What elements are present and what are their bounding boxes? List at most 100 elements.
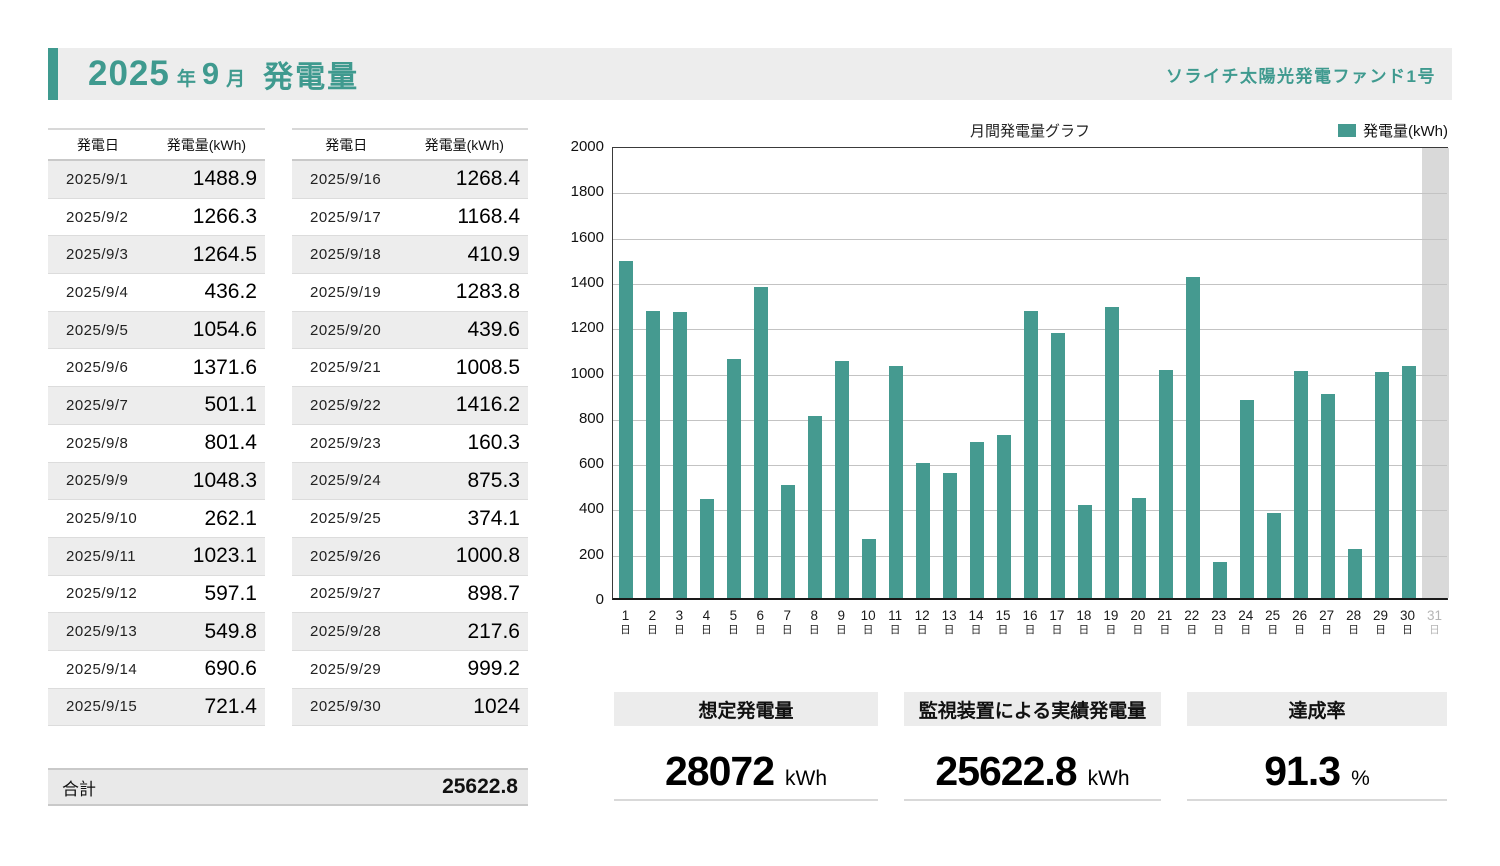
gridline: [613, 283, 1447, 285]
day-number: 25: [1265, 608, 1281, 623]
day-number: 2: [648, 608, 657, 623]
bar-day-24: [1239, 399, 1254, 598]
value-cell: 1264.5: [192, 242, 257, 266]
x-tick-label: 28 日: [1340, 608, 1367, 637]
day-number: 3: [675, 608, 684, 623]
date-cell: 2025/9/19: [310, 283, 382, 301]
table-row: 2025/9/23 160.3: [292, 425, 528, 463]
summary-unit: kWh: [1087, 767, 1130, 790]
x-tick-label: 31 日: [1421, 608, 1448, 637]
date-cell: 2025/9/25: [310, 510, 382, 528]
table-row: 2025/9/15 721.4: [48, 688, 265, 727]
y-tick-label: 400: [578, 500, 604, 518]
value-cell: 1283.8: [455, 280, 520, 304]
summary-value: 91.3: [1264, 748, 1341, 794]
bar-day-9: [835, 360, 850, 598]
x-tick-label: 22 日: [1178, 608, 1205, 637]
x-tick-label: 27 日: [1313, 608, 1340, 637]
summary-row: 想定発電量 28072 kWh 監視装置による実績発電量 25622.8 kWh…: [614, 692, 1447, 801]
header-accent-bar: [48, 48, 58, 100]
column-header-date: 発電日: [325, 136, 368, 153]
day-number: 28: [1346, 608, 1362, 623]
day-suffix: 日: [1294, 624, 1305, 636]
day-suffix: 日: [997, 624, 1009, 636]
summary-unit: kWh: [785, 767, 827, 790]
column-header-value: 発電量(kWh): [424, 136, 504, 153]
table-header-row: 発電日 発電量(kWh): [48, 128, 265, 161]
date-cell: 2025/9/13: [66, 623, 138, 641]
date-cell: 2025/9/26: [310, 547, 382, 565]
summary-label: 監視装置による実績発電量: [904, 692, 1161, 726]
day-number: 16: [1022, 608, 1038, 623]
summary-value-row: 25622.8 kWh: [904, 726, 1161, 801]
day-suffix: 日: [1321, 624, 1332, 636]
table-row: 2025/9/27 898.7: [292, 576, 528, 614]
value-cell: 1000.8: [455, 544, 520, 568]
y-tick-label: 2000: [570, 138, 604, 155]
bar-day-25: [1266, 513, 1281, 598]
day-number: 15: [995, 608, 1011, 623]
bar-day-27: [1320, 394, 1335, 598]
x-axis-labels: 1 日 2 日 3 日 4 日 5 日 6 日 7 日 8 日 9 日 10 日 11 日 12 日 13 日 14 日 15 日 16 日 1…: [612, 608, 1448, 652]
value-cell: 1268.4: [455, 167, 520, 191]
total-row: 合計 25622.8: [48, 768, 528, 806]
day-suffix: 日: [970, 624, 982, 636]
date-cell: 2025/9/14: [66, 660, 138, 678]
date-cell: 2025/9/4: [66, 283, 129, 301]
x-tick-label: 11 日: [882, 608, 909, 637]
date-cell: 2025/9/17: [310, 208, 382, 226]
value-cell: 501.1: [204, 393, 257, 417]
monthly-generation-chart: 月間発電量グラフ 発電量(kWh) 0 200 400 600 800 1000 1200 1…: [560, 113, 1452, 661]
day-suffix: 日: [647, 624, 658, 636]
bar-day-18: [1077, 504, 1092, 598]
bar-day-15: [997, 434, 1012, 598]
value-cell: 898.7: [467, 581, 520, 605]
x-tick-label: 25 日: [1259, 608, 1286, 637]
generation-table-second-half: 発電日 発電量(kWh) 2025/9/16 1268.4 2025/9/17 116…: [292, 128, 528, 727]
table-body-right: 2025/9/16 1268.4 2025/9/17 1168.4 2025/9/18 4…: [292, 161, 528, 727]
report-header: 2025 年 9 月 発電量 ソライチ太陽光発電ファンド1号: [48, 48, 1452, 100]
x-tick-label: 23 日: [1205, 608, 1232, 637]
bar-day-14: [970, 441, 985, 598]
page-title: 2025 年 9 月 発電量: [88, 48, 359, 100]
table-row: 2025/9/24 875.3: [292, 462, 528, 501]
day-number: 26: [1292, 608, 1308, 623]
bar-day-12: [916, 462, 931, 598]
bar-day-29: [1374, 371, 1389, 598]
day-suffix: 日: [728, 624, 739, 636]
y-tick-label: 200: [578, 545, 604, 563]
date-cell: 2025/9/18: [310, 246, 382, 264]
date-cell: 2025/9/30: [310, 698, 382, 716]
table-row: 2025/9/25 374.1: [292, 500, 528, 538]
day-suffix: 日: [916, 624, 928, 636]
value-cell: 721.4: [204, 694, 257, 718]
day-number: 13: [941, 608, 957, 623]
date-cell: 2025/9/15: [66, 698, 138, 716]
date-cell: 2025/9/20: [310, 321, 382, 339]
total-value: 25622.8: [442, 775, 518, 798]
table-row: 2025/9/16 1268.4: [292, 161, 528, 199]
day-suffix: 日: [1051, 624, 1063, 636]
legend-label: 発電量(kWh): [1363, 123, 1448, 140]
table-row: 2025/9/22 1416.2: [292, 387, 528, 425]
day-suffix: 日: [889, 624, 901, 636]
value-cell: 160.3: [467, 431, 520, 455]
table-row: 2025/9/19 1283.8: [292, 274, 528, 312]
x-tick-label: 14 日: [963, 608, 990, 637]
gridline: [613, 238, 1447, 240]
gridline: [613, 193, 1447, 195]
value-cell: 549.8: [204, 619, 257, 643]
summary-unit: %: [1351, 767, 1370, 790]
table-row: 2025/9/18 410.9: [292, 236, 528, 275]
table-row: 2025/9/10 262.1: [48, 500, 265, 538]
date-cell: 2025/9/23: [310, 434, 382, 452]
summary-box-expected: 想定発電量 28072 kWh: [614, 692, 878, 801]
bar-day-28: [1347, 548, 1362, 598]
x-tick-label: 19 日: [1097, 608, 1124, 637]
y-tick-label: 1200: [570, 319, 604, 337]
day-suffix: 日: [1024, 624, 1036, 636]
date-cell: 2025/9/27: [310, 585, 382, 603]
